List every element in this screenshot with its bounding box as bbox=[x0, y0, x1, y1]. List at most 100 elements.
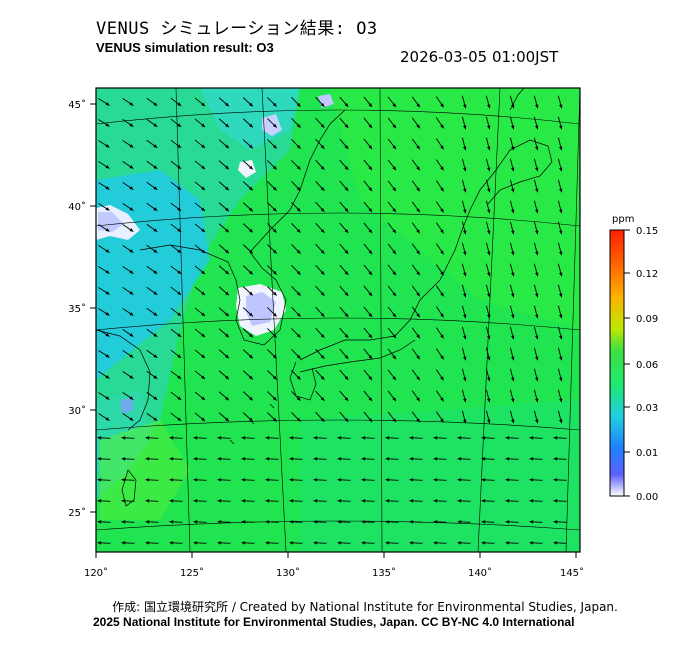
wind-arrow-head bbox=[225, 270, 229, 275]
wind-arrow-head bbox=[559, 146, 563, 151]
wind-arrow-head bbox=[535, 377, 539, 382]
wind-arrow-head bbox=[559, 209, 563, 214]
wind-arrow-head bbox=[320, 144, 325, 149]
wind-arrow-head bbox=[487, 335, 491, 340]
wind-arrow-head bbox=[201, 333, 206, 338]
wind-arrow-head bbox=[153, 249, 158, 253]
wind-arrow-head bbox=[529, 499, 534, 503]
wind-arrow-head bbox=[392, 187, 396, 192]
wind-arrow-head bbox=[433, 520, 438, 524]
wind-arrow-head bbox=[368, 355, 373, 360]
wind-arrow-head bbox=[248, 417, 253, 422]
wind-arrow-head bbox=[511, 146, 515, 151]
wind-arrow-head bbox=[440, 376, 444, 381]
wind-arrow-head bbox=[105, 249, 110, 253]
wind-arrow-head bbox=[440, 124, 444, 129]
wind-arrow-head bbox=[416, 250, 420, 255]
wind-arrow-head bbox=[457, 436, 462, 440]
wind-arrow-head bbox=[553, 499, 558, 503]
wind-arrow-head bbox=[481, 436, 486, 440]
wind-arrow-head bbox=[409, 541, 414, 545]
wind-arrow-head bbox=[457, 457, 462, 461]
wind-arrow-head bbox=[296, 333, 301, 338]
wind-arrow-head bbox=[344, 250, 349, 254]
wind-arrow-head bbox=[272, 123, 277, 128]
wind-arrow-head bbox=[272, 165, 277, 170]
wind-arrow-head bbox=[272, 291, 277, 296]
wind-arrow-head bbox=[487, 251, 491, 256]
wind-arrow-head bbox=[559, 188, 563, 193]
wind-arrow-head bbox=[320, 228, 325, 233]
wind-arrow-head bbox=[385, 436, 390, 440]
wind-arrow-head bbox=[337, 457, 342, 461]
wind-arrow-head bbox=[177, 333, 182, 337]
wind-arrow-head bbox=[440, 145, 444, 150]
wind-arrow-head bbox=[272, 312, 277, 317]
wind-arrow-head bbox=[559, 314, 563, 319]
wind-arrow-head bbox=[153, 186, 158, 190]
wind-arrow-head bbox=[320, 354, 325, 359]
timestamp: 2026-03-05 01:00JST bbox=[400, 48, 559, 66]
wind-arrow-head bbox=[121, 436, 126, 440]
colorbar-gradient bbox=[609, 229, 625, 497]
wind-arrow-head bbox=[559, 251, 563, 256]
wind-arrow-head bbox=[320, 165, 325, 170]
wind-arrow-head bbox=[511, 293, 515, 298]
wind-arrow-head bbox=[272, 102, 277, 107]
wind-arrow-head bbox=[177, 375, 182, 379]
wind-arrow-head bbox=[535, 314, 539, 319]
wind-arrow-head bbox=[361, 541, 366, 545]
wind-arrow-head bbox=[248, 228, 253, 233]
wind-arrow-head bbox=[121, 541, 126, 545]
wind-arrow-head bbox=[129, 375, 134, 379]
wind-arrow-head bbox=[153, 102, 158, 106]
wind-arrow-head bbox=[553, 436, 558, 440]
wind-arrow-head bbox=[511, 314, 515, 319]
concentration-field bbox=[96, 88, 580, 552]
wind-arrow-head bbox=[535, 335, 539, 340]
wind-arrow-head bbox=[487, 188, 491, 193]
wind-arrow-head bbox=[225, 375, 229, 380]
wind-arrow-head bbox=[225, 333, 229, 338]
wind-arrow-head bbox=[105, 207, 110, 211]
wind-arrow-head bbox=[416, 229, 420, 234]
wind-arrow-head bbox=[241, 478, 246, 482]
longitude-ticks: 120˚ 125˚ 130˚ 135˚ 140˚ 145˚ bbox=[84, 552, 584, 579]
wind-arrow-head bbox=[129, 102, 134, 106]
wind-arrow-head bbox=[177, 102, 182, 106]
wind-arrow-head bbox=[368, 334, 373, 339]
wind-arrow-head bbox=[392, 229, 396, 234]
wind-arrow-head bbox=[153, 417, 158, 421]
wind-arrow-head bbox=[177, 249, 182, 253]
wind-arrow-head bbox=[217, 541, 222, 545]
wind-arrow-head bbox=[409, 520, 414, 524]
wind-arrow-head bbox=[296, 207, 301, 212]
wind-arrow-head bbox=[241, 541, 246, 545]
wind-arrow-head bbox=[272, 270, 277, 275]
map-frame bbox=[95, 87, 581, 553]
lat-tick-label: 40˚ bbox=[68, 201, 86, 213]
wind-arrow-head bbox=[289, 541, 294, 545]
lon-tick-label: 125˚ bbox=[180, 567, 204, 579]
wind-arrow-head bbox=[457, 541, 462, 545]
wind-arrow-head bbox=[145, 541, 150, 545]
wind-arrow-head bbox=[344, 355, 349, 359]
wind-arrow-head bbox=[201, 291, 206, 296]
wind-arrow-head bbox=[385, 478, 390, 482]
wind-arrow-head bbox=[296, 186, 301, 191]
wind-arrow-head bbox=[511, 419, 515, 424]
wind-arrow-head bbox=[511, 377, 515, 382]
wind-arrow-head bbox=[105, 165, 110, 169]
wind-arrow-head bbox=[392, 397, 396, 402]
wind-arrow-head bbox=[463, 167, 467, 172]
wind-arrow-head bbox=[105, 354, 110, 358]
wind-arrow-head bbox=[153, 144, 158, 148]
wind-arrow-head bbox=[153, 354, 158, 358]
wind-arrow-head bbox=[385, 541, 390, 545]
wind-arrow-head bbox=[511, 356, 515, 361]
wind-arrow-head bbox=[225, 123, 229, 128]
wind-arrow-head bbox=[392, 334, 396, 339]
wind-arrow-head bbox=[296, 165, 301, 170]
wind-arrow-head bbox=[505, 436, 510, 440]
wind-arrow-head bbox=[344, 166, 349, 170]
